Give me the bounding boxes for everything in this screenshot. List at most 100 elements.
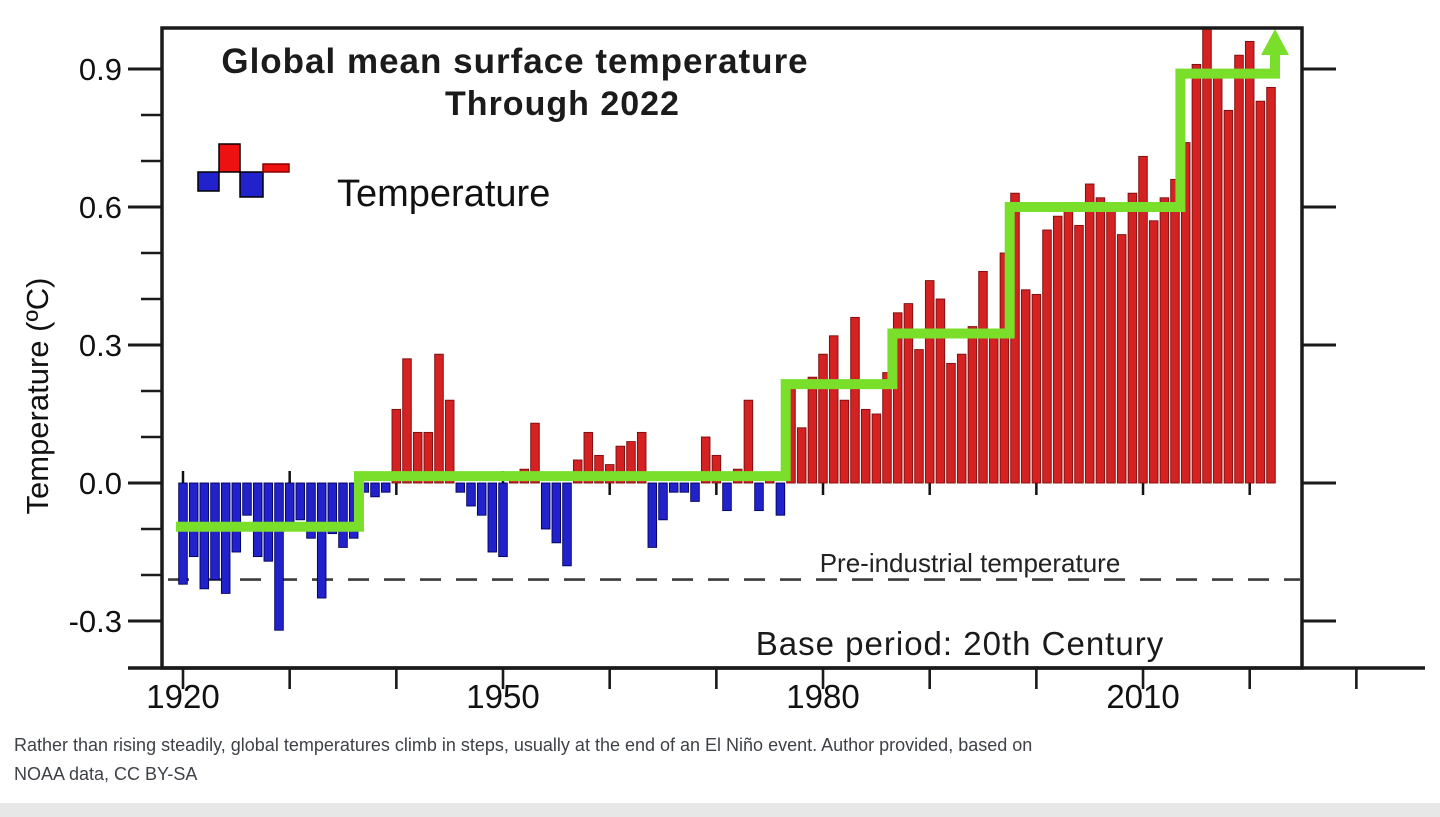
temperature-bar — [295, 482, 306, 521]
temperature-bar — [956, 353, 967, 484]
temperature-bar — [380, 482, 391, 493]
temperature-bar — [338, 482, 348, 548]
temperature-bar — [1159, 197, 1170, 484]
temperature-bar — [466, 482, 476, 507]
temperature-bar — [892, 312, 903, 484]
temperature-bar — [1116, 234, 1127, 484]
caption-line2: NOAA data, CC BY-SA — [14, 764, 198, 784]
temperature-bar — [636, 431, 647, 484]
temperature-bar — [1148, 220, 1159, 484]
temperature-bar — [1063, 211, 1074, 484]
temperature-bar — [455, 482, 466, 493]
pre-industrial-label: Pre-industrial temperature — [819, 548, 1121, 578]
temperature-bar — [658, 482, 668, 521]
temperature-bar — [988, 335, 999, 484]
temperature-bar — [423, 431, 434, 484]
temperature-bar — [1191, 63, 1202, 484]
temperature-bar — [700, 436, 711, 484]
temperature-bar — [850, 316, 860, 484]
temperature-bar — [284, 482, 295, 525]
temperature-bar — [434, 353, 444, 484]
temperature-bar — [1095, 197, 1106, 484]
temperature-bar — [1234, 54, 1244, 484]
step-line — [176, 29, 1289, 532]
x-tick-label: 1920 — [146, 678, 219, 715]
temperature-bar — [946, 362, 956, 484]
legend-label: Temperature — [337, 173, 551, 215]
temperature-bar — [647, 482, 658, 548]
y-tick-label: 0.0 — [79, 466, 122, 501]
temperature-bar — [796, 427, 807, 484]
temperature-bar — [1074, 224, 1084, 484]
temperature-bar — [818, 353, 828, 484]
base-period-label: Base period: 20th Century — [755, 625, 1165, 662]
y-tick-label: 0.6 — [79, 190, 122, 225]
temperature-bar — [487, 482, 498, 553]
temperature-bar — [562, 482, 572, 567]
temperature-bar — [711, 454, 722, 484]
temperature-bar — [306, 482, 316, 539]
temperature-bar — [690, 482, 700, 502]
x-tick-label: 2010 — [1106, 678, 1179, 715]
temperature-bar — [327, 482, 338, 535]
temperature-bar — [274, 482, 284, 631]
temperature-bar — [540, 482, 551, 530]
temperature-bar — [743, 399, 754, 484]
temperature-bar — [935, 298, 946, 484]
y-tick-labels: 0.9 0.6 0.3 0.0 -0.3 — [69, 52, 122, 639]
y-tick-label: -0.3 — [69, 604, 122, 639]
temperature-bar — [178, 482, 188, 585]
temperature-bars — [178, 27, 1276, 631]
temperature-bar — [1180, 142, 1191, 484]
temperature-bar — [914, 349, 924, 484]
temperature-bar — [412, 431, 423, 484]
y-axis-ticks — [128, 67, 1336, 623]
temperature-bar — [498, 482, 508, 558]
temperature-bar — [252, 482, 263, 558]
temperature-bar — [1255, 100, 1266, 484]
y-axis-title: Temperature (ºC) — [20, 277, 55, 515]
legend: Temperature — [196, 138, 550, 215]
temperature-bar — [242, 482, 252, 516]
chart-title: Global mean surface temperature Through … — [175, 42, 855, 124]
temperature-bar — [1127, 192, 1138, 484]
temperature-bar — [1052, 215, 1063, 484]
temperature-bar — [370, 482, 380, 498]
temperature-bar — [615, 445, 626, 484]
temperature-bar — [1244, 40, 1255, 484]
temperature-bar — [1223, 109, 1234, 484]
temperature-bar — [924, 280, 935, 484]
temperature-bar — [882, 372, 892, 484]
temperature-bar — [903, 303, 914, 484]
temperature-bar — [530, 422, 540, 484]
temperature-bar — [1084, 183, 1095, 484]
temperature-bar — [967, 326, 978, 484]
caption: Rather than rising steadily, global temp… — [14, 731, 1334, 789]
temperature-bar — [722, 482, 732, 512]
temperature-bar — [1138, 155, 1148, 484]
temperature-bar — [316, 482, 327, 599]
temperature-bar — [978, 270, 988, 484]
temperature-bar — [1042, 229, 1052, 484]
temperature-bar — [1202, 27, 1212, 484]
bottom-strip — [0, 803, 1440, 817]
temperature-bar — [583, 431, 594, 484]
caption-line1: Rather than rising steadily, global temp… — [14, 735, 1033, 755]
temperature-bar — [1170, 178, 1180, 484]
temperature-chart: 0.9 0.6 0.3 0.0 -0.3 1920 1950 1980 2010 — [69, 26, 1425, 715]
y-tick-label: 0.3 — [79, 328, 122, 363]
temperature-bar — [594, 454, 604, 484]
temperature-bar — [1020, 289, 1031, 484]
temperature-bar — [754, 482, 764, 512]
temperature-bar — [188, 482, 199, 558]
x-tick-label: 1980 — [786, 678, 859, 715]
temperature-bar — [860, 408, 871, 484]
plot-border — [128, 26, 1425, 670]
x-axis-ticks — [181, 668, 1358, 689]
temperature-bar — [828, 335, 839, 484]
temperature-bar — [679, 482, 690, 493]
temperature-bar — [444, 399, 455, 484]
chart-title-line2: Through 2022 — [445, 85, 680, 123]
temperature-legend-icon — [197, 143, 290, 198]
temperature-bar — [871, 413, 882, 484]
